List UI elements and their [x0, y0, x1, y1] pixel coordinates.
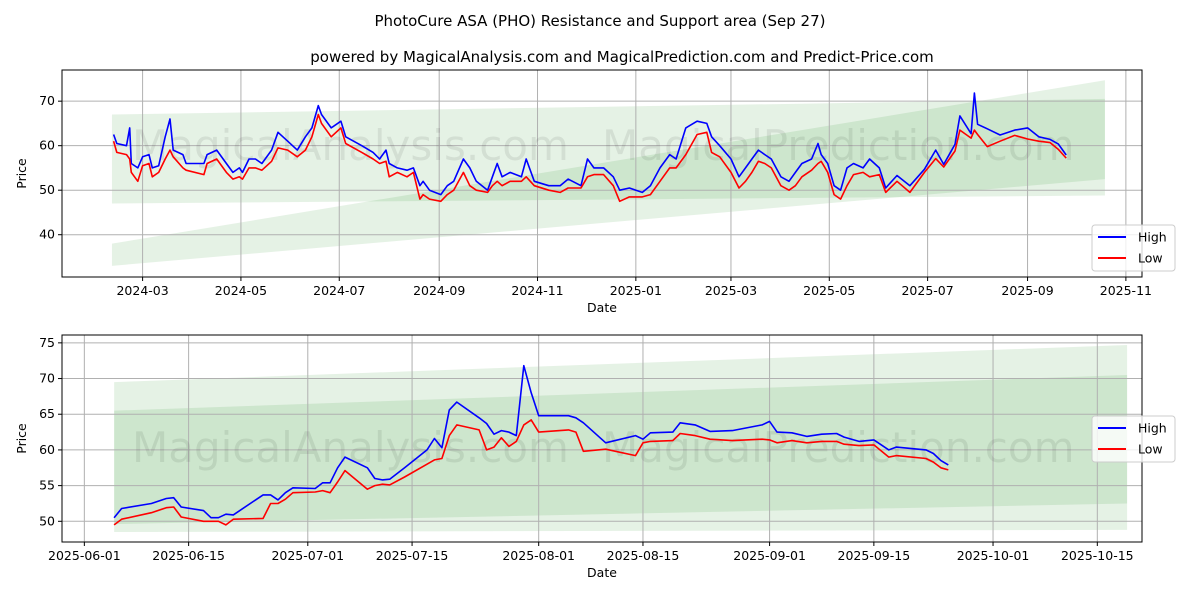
y-tick-label: 50 — [39, 513, 55, 528]
watermark-text: MagicalPrediction.com — [602, 121, 1075, 170]
legend-high-label: High — [1138, 230, 1167, 245]
x-tick-label: 2025-07 — [901, 283, 953, 298]
series-low-line — [112, 113, 1067, 203]
x-tick-label: 2025-07-01 — [271, 548, 344, 563]
y-axis-label: Price — [14, 423, 29, 454]
x-tick-label: 2025-06-15 — [152, 548, 225, 563]
x-tick-label: 2025-06-01 — [48, 548, 121, 563]
chart-subtitle: powered by MagicalAnalysis.com and Magic… — [310, 48, 934, 66]
y-tick-label: 40 — [39, 227, 55, 242]
y-tick-label: 60 — [39, 138, 55, 153]
x-tick-label: 2025-11 — [1100, 283, 1152, 298]
x-tick-label: 2024-07 — [313, 283, 365, 298]
x-tick-label: 2024-03 — [116, 283, 168, 298]
x-tick-label: 2025-07-15 — [376, 548, 449, 563]
x-tick-label: 2025-09-01 — [733, 548, 806, 563]
legend-high-label: High — [1138, 421, 1167, 436]
x-tick-label: 2025-10-01 — [957, 548, 1030, 563]
axes-frame — [61, 69, 1143, 278]
series-high-line — [112, 92, 1067, 196]
chart-title: PhotoCure ASA (PHO) Resistance and Suppo… — [375, 12, 826, 30]
y-tick-label: 55 — [39, 478, 55, 493]
x-tick-label: 2024-09 — [413, 283, 465, 298]
x-tick-label: 2025-03 — [705, 283, 757, 298]
y-tick-label: 60 — [39, 442, 55, 457]
x-tick-label: 2025-08-01 — [502, 548, 575, 563]
watermark-text: MagicalPrediction.com — [602, 423, 1075, 472]
series-low-line — [113, 419, 949, 526]
x-tick-label: 2025-09-15 — [838, 548, 911, 563]
x-tick-label: 2025-05 — [803, 283, 855, 298]
support-resistance-band — [111, 98, 1105, 204]
x-tick-label: 2025-08-15 — [607, 548, 680, 563]
y-tick-label: 65 — [39, 406, 55, 421]
x-axis-label: Date — [587, 300, 617, 315]
x-tick-label: 2024-11 — [511, 283, 563, 298]
legend-low-label: Low — [1138, 251, 1163, 266]
y-tick-label: 70 — [39, 371, 55, 386]
x-tick-label: 2024-05 — [215, 283, 267, 298]
y-axis-label: Price — [14, 158, 29, 189]
y-tick-label: 50 — [39, 182, 55, 197]
watermark-text: MagicalAnalysis.com — [132, 423, 569, 472]
series-high-line — [113, 364, 949, 519]
x-tick-label: 2025-01 — [610, 283, 662, 298]
legend-low-label: Low — [1138, 442, 1163, 457]
panel-top: 40 50 60 70 2024-03 2024-05 2024-07 2024-09 2024… — [14, 69, 1176, 315]
panel-bottom: 50 55 60 65 70 75 2025-06-01 2025-06-15 2025-07-… — [14, 334, 1176, 580]
y-tick-label: 70 — [39, 93, 55, 108]
x-axis-label: Date — [587, 565, 617, 580]
y-tick-label: 75 — [39, 335, 55, 350]
x-tick-label: 2025-09 — [1001, 283, 1053, 298]
x-tick-label: 2025-10-15 — [1061, 548, 1134, 563]
